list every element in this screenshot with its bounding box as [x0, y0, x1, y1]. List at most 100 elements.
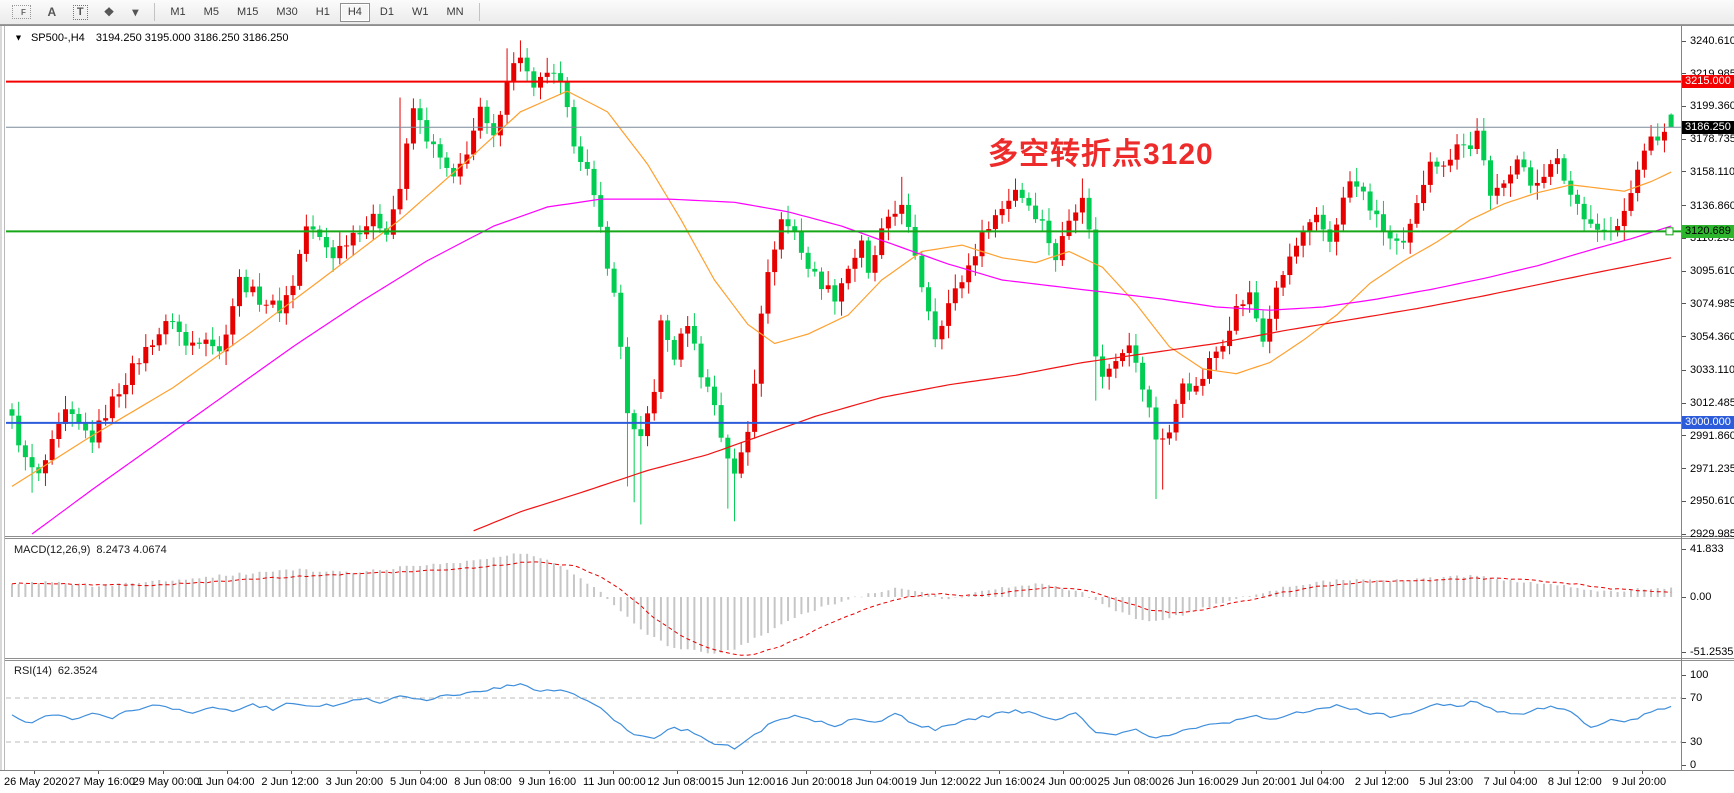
time-axis-tick [1191, 771, 1193, 774]
chart-title: ▼ SP500-,H4 3194.250 3195.000 3186.250 3… [13, 32, 288, 44]
price-tick-label: 3178.735 [1690, 133, 1734, 146]
time-axis-label: 5 Jul 23:00 [1419, 776, 1474, 788]
time-axis-tick [291, 771, 293, 774]
shapes-tool-icon[interactable]: ❖ [98, 3, 121, 22]
timeframe-button-m15[interactable]: M15 [229, 3, 266, 22]
rsi-axis[interactable]: 100 70 30 0 [1682, 661, 1734, 771]
time-axis-label: 16 Jun 20:00 [775, 776, 840, 788]
price-chart-plot[interactable] [6, 26, 1681, 536]
toolbar-handle-f-icon[interactable]: F [6, 3, 37, 22]
price-tick-label: 2991.860 [1690, 429, 1734, 442]
time-axis-label: 1 Jun 04:00 [196, 776, 255, 788]
time-axis-label: 2 Jul 12:00 [1354, 776, 1409, 788]
time-axis-tick [226, 771, 228, 774]
timeframe-button-h4[interactable]: H4 [339, 2, 370, 22]
time-axis-label: 7 Jul 04:00 [1483, 776, 1538, 788]
time-axis-tick [1256, 771, 1258, 774]
ma-fast-line [11, 90, 1672, 487]
timeframe-button-mn[interactable]: MN [438, 3, 471, 22]
time-axis-label: 27 May 16:00 [68, 776, 135, 788]
time-axis-label: 18 Jun 04:00 [840, 776, 904, 788]
price-level-badge: 3000.000 [1682, 416, 1734, 430]
chart-annotation-text[interactable]: 多空转折点3120 [988, 138, 1214, 171]
macd-plot[interactable] [6, 540, 1681, 658]
time-axis-label: 15 Jun 12:00 [711, 776, 776, 788]
rsi-tick-mark [1682, 698, 1686, 699]
shapes-dropdown-icon[interactable]: ▾ [124, 3, 146, 22]
timeframe-button-m5[interactable]: M5 [196, 3, 227, 22]
price-chart-panel[interactable] [6, 26, 1681, 536]
price-tick-mark [1682, 435, 1686, 437]
rsi-tick-label: 70 [1690, 692, 1703, 704]
cursor-tool-icon-glyph: A [47, 5, 57, 19]
toolbar-handle-f-icon-glyph: F [12, 5, 31, 19]
rsi-panel[interactable]: RSI(14) 62.3524 [6, 661, 1681, 770]
price-tick-mark [1682, 533, 1686, 535]
text-tool-icon[interactable]: T [67, 3, 94, 22]
price-tick-mark [1682, 468, 1686, 470]
panel-divider[interactable] [0, 536, 1734, 539]
time-axis-tick [162, 771, 164, 774]
candles [9, 40, 1674, 525]
macd-label: MACD(12,26,9) [14, 544, 91, 556]
hline-handle[interactable] [1665, 227, 1674, 236]
price-level-badge: 3215.000 [1682, 75, 1734, 89]
time-axis-tick [34, 771, 35, 774]
price-level-badge: 3186.250 [1682, 120, 1734, 134]
macd-values: 8.2473 4.0674 [96, 544, 167, 556]
macd-tick-mark [1682, 597, 1686, 598]
panel-divider[interactable] [0, 658, 1734, 661]
macd-signal-line [11, 561, 1672, 656]
rsi-value: 62.3524 [57, 665, 98, 677]
price-tick-mark [1682, 500, 1686, 502]
timeframe-button-w1[interactable]: W1 [404, 3, 437, 22]
ma-slow-line [473, 257, 1672, 532]
time-axis-tick [419, 771, 421, 774]
time-axis-label: 2 Jun 12:00 [261, 776, 319, 788]
macd-tick-mark [1682, 652, 1686, 653]
rsi-tick-mark [1682, 742, 1686, 743]
price-tick-mark [1682, 138, 1686, 140]
timeframe-button-m30[interactable]: M30 [268, 3, 305, 22]
time-axis-tick [998, 771, 1000, 774]
time-axis-tick [677, 771, 679, 774]
macd-axis[interactable]: 41.833 0.00 -51.2535 [1682, 540, 1734, 658]
price-tick-label: 3074.985 [1690, 297, 1734, 310]
price-tick-label: 2971.235 [1690, 462, 1734, 475]
timeframe-button-h1[interactable]: H1 [308, 3, 338, 22]
macd-tick-label: -51.2535 [1690, 646, 1734, 658]
time-axis-tick [1577, 771, 1579, 774]
symbol-dropdown-icon[interactable]: ▼ [14, 33, 23, 43]
time-axis-tick [1127, 771, 1129, 774]
macd-label-row: MACD(12,26,9) 8.2473 4.0674 [14, 544, 167, 556]
time-axis-label: 5 Jun 04:00 [389, 776, 448, 788]
shapes-tool-icon-glyph: ❖ [103, 5, 115, 19]
time-axis-tick [1513, 771, 1515, 774]
price-tick-mark [1682, 171, 1686, 173]
price-tick-mark [1682, 270, 1686, 272]
macd-histogram [11, 553, 1673, 654]
cursor-tool-icon[interactable]: A [41, 3, 63, 22]
price-tick-label: 3158.110 [1690, 165, 1734, 178]
text-tool-icon-glyph: T [72, 4, 88, 20]
price-axis[interactable]: 3240.610 3219.985 3199.360 3178.735 3158.110… [1682, 26, 1734, 540]
rsi-plot[interactable] [6, 661, 1681, 770]
time-axis-label: 12 Jun 08:00 [647, 776, 711, 788]
time-axis-label: 29 Jun 20:00 [1226, 776, 1290, 788]
price-tick-label: 3054.360 [1690, 330, 1734, 343]
rsi-tick-mark [1682, 675, 1686, 676]
time-axis-tick [934, 771, 936, 774]
time-axis-label: 19 Jun 12:00 [904, 776, 969, 788]
time-axis-label: 8 Jun 08:00 [454, 776, 512, 788]
time-axis[interactable]: 26 May 2020 27 May 16:00 29 May 00:00 1 Jun… [0, 770, 1734, 793]
macd-panel[interactable]: MACD(12,26,9) 8.2473 4.0674 [6, 540, 1681, 658]
rsi-tick-label: 100 [1690, 669, 1709, 681]
window-top-border [0, 25, 1734, 26]
timeframe-button-d1[interactable]: D1 [372, 3, 402, 22]
time-axis-label: 29 May 00:00 [132, 776, 200, 788]
toolbar-separator [478, 3, 480, 21]
rsi-label: RSI(14) [14, 665, 52, 677]
timeframe-button-m1[interactable]: M1 [162, 3, 193, 22]
time-axis-tick [741, 771, 743, 774]
